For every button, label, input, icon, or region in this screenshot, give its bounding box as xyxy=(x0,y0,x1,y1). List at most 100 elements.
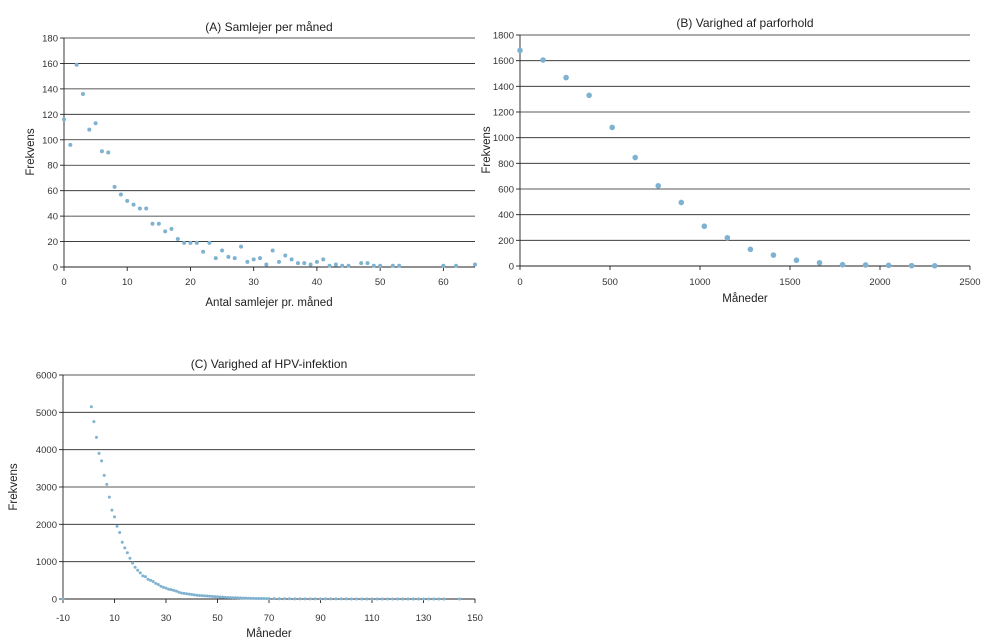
data-point xyxy=(207,240,212,245)
data-point xyxy=(586,92,592,99)
data-point xyxy=(151,579,155,583)
data-point xyxy=(333,262,338,267)
data-point xyxy=(406,597,410,601)
data-point xyxy=(609,124,615,131)
data-point xyxy=(156,221,161,226)
data-point xyxy=(313,597,317,601)
data-point xyxy=(161,585,165,589)
y-tick-label: 600 xyxy=(498,185,514,196)
y-tick-label: 1600 xyxy=(493,56,514,67)
data-point xyxy=(107,495,111,499)
data-point xyxy=(213,595,217,599)
data-point xyxy=(422,597,425,601)
data-point xyxy=(125,198,130,203)
data-point xyxy=(159,584,163,588)
data-point xyxy=(203,594,207,598)
data-point xyxy=(226,596,230,600)
data-point xyxy=(216,595,219,599)
x-tick-label: 90 xyxy=(315,613,326,624)
chart-title: (B) Varighed af parforhold xyxy=(676,16,813,30)
x-tick-label: 1000 xyxy=(689,277,710,288)
data-point xyxy=(298,597,302,601)
gridlines xyxy=(63,374,475,563)
y-tick-label: 3000 xyxy=(36,483,57,494)
data-point xyxy=(167,587,171,591)
data-point xyxy=(276,259,281,264)
data-point xyxy=(187,592,191,596)
data-point xyxy=(210,594,214,598)
data-point xyxy=(226,254,231,259)
chart-panel-b: (B) Varighed af parforhold Måneder Frekv… xyxy=(481,16,981,305)
x-tick-label: 110 xyxy=(364,613,379,624)
y-tick-label: 140 xyxy=(42,84,58,95)
data-point xyxy=(133,565,137,569)
data-point xyxy=(94,435,98,439)
data-point xyxy=(220,248,225,253)
x-tick-label: 2000 xyxy=(869,277,890,288)
data-point xyxy=(185,592,189,596)
gridlines xyxy=(520,34,970,241)
data-points xyxy=(517,47,938,269)
data-point xyxy=(324,597,328,601)
data-point xyxy=(194,240,199,245)
y-tick-label: 60 xyxy=(47,186,58,197)
data-point xyxy=(308,262,313,267)
data-point xyxy=(401,597,405,601)
data-point xyxy=(885,262,892,269)
data-point xyxy=(154,581,158,585)
data-point xyxy=(120,540,124,544)
data-point xyxy=(473,262,477,267)
y-tick-label: 1000 xyxy=(493,133,514,144)
data-point xyxy=(349,597,353,601)
data-points xyxy=(62,62,477,268)
data-point xyxy=(252,596,256,600)
data-point xyxy=(380,597,384,601)
x-tick-label: 150 xyxy=(467,613,483,624)
data-point xyxy=(143,575,147,579)
data-point xyxy=(302,261,307,266)
data-point xyxy=(416,597,420,601)
data-point xyxy=(346,263,351,268)
y-axis-label: Frekvens xyxy=(481,126,493,174)
x-tick-label: 500 xyxy=(602,277,618,288)
data-point xyxy=(678,199,685,206)
data-point xyxy=(262,597,266,601)
x-tick-label: 50 xyxy=(375,277,386,288)
data-point xyxy=(205,594,209,598)
chart-title: (C) Varighed af HPV-infektion xyxy=(191,357,348,371)
data-point xyxy=(97,451,101,455)
data-point xyxy=(270,248,275,253)
data-point xyxy=(112,184,117,189)
data-point xyxy=(293,597,297,601)
data-points xyxy=(61,405,462,601)
data-point xyxy=(793,257,800,264)
data-point xyxy=(232,256,237,261)
data-point xyxy=(136,568,140,572)
data-point xyxy=(344,597,348,601)
data-point xyxy=(267,597,271,601)
data-point xyxy=(163,229,168,234)
gridlines xyxy=(64,37,475,242)
data-point xyxy=(334,597,338,601)
data-point xyxy=(89,405,93,409)
data-point xyxy=(454,263,459,268)
data-point xyxy=(816,259,823,266)
x-tick-labels: -10 10 30 50 70 90 110 130 150 xyxy=(56,613,483,624)
data-point xyxy=(432,597,436,601)
data-point xyxy=(137,206,142,211)
x-tick-label: 10 xyxy=(122,277,133,288)
y-tick-label: 5000 xyxy=(36,408,57,419)
data-point xyxy=(146,577,150,581)
x-tick-label: 2500 xyxy=(959,277,980,288)
data-point xyxy=(144,206,149,211)
data-point xyxy=(164,586,168,590)
data-point xyxy=(385,597,389,601)
data-point xyxy=(123,546,127,550)
y-axis-label: Frekvens xyxy=(25,128,37,176)
data-point xyxy=(390,263,395,268)
x-tick-label: 60 xyxy=(438,277,449,288)
data-point xyxy=(223,595,227,599)
data-point xyxy=(241,596,245,600)
data-point xyxy=(239,596,243,600)
